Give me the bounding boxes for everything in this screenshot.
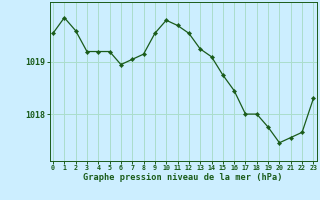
X-axis label: Graphe pression niveau de la mer (hPa): Graphe pression niveau de la mer (hPa) — [84, 173, 283, 182]
